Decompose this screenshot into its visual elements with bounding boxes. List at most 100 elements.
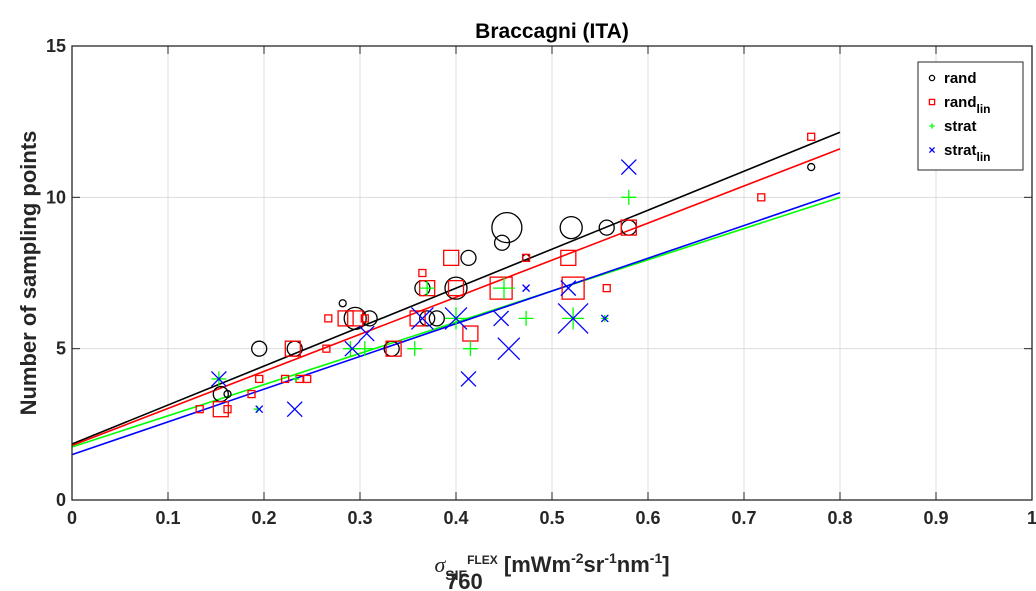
y-tick-label: 0	[56, 490, 66, 510]
marker-rand	[460, 249, 477, 267]
marker-rand-lin	[324, 314, 333, 323]
x-tick-label: 0.9	[923, 508, 948, 528]
marker-rand-lin	[443, 249, 460, 267]
y-tick-label: 15	[46, 36, 66, 56]
marker-rand-lin	[757, 193, 766, 202]
x-axis-label-sif: SIF	[445, 567, 467, 583]
marker-rand-lin	[620, 219, 637, 236]
marker-rand	[559, 215, 583, 240]
marker-rand-lin	[195, 405, 204, 414]
marker-strat-lin	[344, 340, 361, 357]
x-tick-label: 0	[67, 508, 77, 528]
x-axis-label-sr: sr	[584, 552, 605, 577]
x-axis-label: σSIFFLEX [mWm-2sr-1nm-1]	[434, 550, 669, 583]
marker-strat	[342, 341, 358, 357]
marker-rand-lin	[521, 253, 531, 263]
legend-box	[917, 61, 1024, 171]
y-tick-label: 10	[46, 187, 66, 207]
x-axis-label-exp2: -1	[604, 550, 617, 566]
marker-strat-lin	[358, 325, 375, 342]
marker-rand-lin	[385, 340, 402, 357]
fit-line-rand	[71, 131, 841, 445]
marker-strat	[419, 280, 435, 296]
marker-rand-lin	[807, 132, 816, 141]
marker-strat	[292, 375, 300, 383]
marker-strat-lin	[410, 306, 434, 330]
x-tick-label: 0.7	[731, 508, 756, 528]
x-axis-ticks: 0 0.1 0.2 0.3 0.4 0.5 0.6 0.7 0.8 0.9 1	[67, 46, 1036, 528]
legend-label: stratlin	[944, 142, 991, 164]
marker-strat-lin	[620, 159, 637, 176]
y-axis-label: Number of sampling points	[16, 131, 41, 416]
marker-rand-lin	[322, 344, 331, 353]
marker-rand	[444, 276, 468, 300]
y-axis-ticks: 0 5 10 15	[46, 36, 1032, 510]
marker-strat	[462, 341, 478, 357]
x-tick-label: 0.1	[155, 508, 180, 528]
marker-rand-lin	[409, 310, 426, 327]
legend-label-sub: lin	[977, 102, 991, 116]
marker-strat-lin	[600, 314, 609, 323]
x-tick-label: 0.5	[539, 508, 564, 528]
marker-rand-lin	[560, 249, 577, 267]
marker-strat-lin	[560, 280, 577, 297]
marker-strat-lin	[286, 401, 303, 418]
x-tick-label: 0.3	[347, 508, 372, 528]
legend-label: randlin	[944, 94, 991, 116]
legend-label-name: rand	[944, 94, 977, 111]
marker-rand-lin	[561, 276, 585, 300]
x-tick-label: 0.6	[635, 508, 660, 528]
marker-rand-lin	[418, 268, 427, 278]
marker-rand-lin	[602, 283, 611, 293]
marker-rand	[338, 299, 347, 308]
legend-marker	[928, 98, 936, 106]
legend-label-name: strat	[944, 118, 977, 135]
legend-marker	[928, 146, 936, 154]
x-axis-label-exp3: -1	[650, 550, 663, 566]
marker-rand-lin	[212, 401, 229, 418]
marker-rand	[419, 310, 436, 327]
x-axis-label-exp1: -2	[571, 550, 584, 566]
marker-strat	[407, 341, 423, 357]
marker-rand-lin	[247, 389, 256, 399]
x-tick-label: 1	[1027, 508, 1036, 528]
marker-strat	[518, 310, 534, 326]
marker-rand-lin	[284, 340, 301, 357]
fit-line-rand-lin	[71, 148, 841, 447]
data-points	[195, 132, 816, 418]
marker-rand-lin	[347, 310, 364, 327]
legend-label-sub: lin	[977, 150, 991, 164]
marker-rand-lin	[303, 374, 312, 384]
marker-strat	[357, 341, 373, 357]
marker-strat-lin	[522, 284, 531, 293]
marker-rand-lin	[462, 325, 479, 342]
marker-rand	[223, 389, 232, 399]
legend-label: strat	[944, 118, 977, 135]
marker-strat-lin	[493, 310, 510, 327]
marker-rand	[428, 310, 445, 327]
marker-strat	[493, 277, 515, 300]
legend-label-name: strat	[944, 142, 977, 159]
x-tick-label: 0.4	[443, 508, 468, 528]
marker-rand	[251, 340, 268, 357]
marker-rand	[343, 306, 367, 331]
marker-rand	[598, 219, 615, 236]
x-tick-label: 0.8	[827, 508, 852, 528]
marker-rand-lin	[255, 374, 264, 384]
x-axis-label-flex: FLEX	[467, 553, 498, 567]
marker-rand-lin	[280, 374, 290, 384]
marker-rand-lin	[223, 405, 232, 414]
y-tick-label: 5	[56, 339, 66, 359]
legend-marker	[928, 74, 936, 82]
marker-rand-lin	[337, 310, 354, 327]
legend-label: rand	[944, 70, 977, 87]
marker-strat-lin	[460, 370, 477, 387]
x-axis-label-nm: nm	[617, 552, 650, 577]
marker-rand	[807, 162, 816, 172]
legend-label-name: rand	[944, 70, 977, 87]
marker-strat-lin	[557, 302, 589, 334]
legend-marker	[929, 123, 935, 129]
marker-strat-lin	[444, 306, 468, 330]
